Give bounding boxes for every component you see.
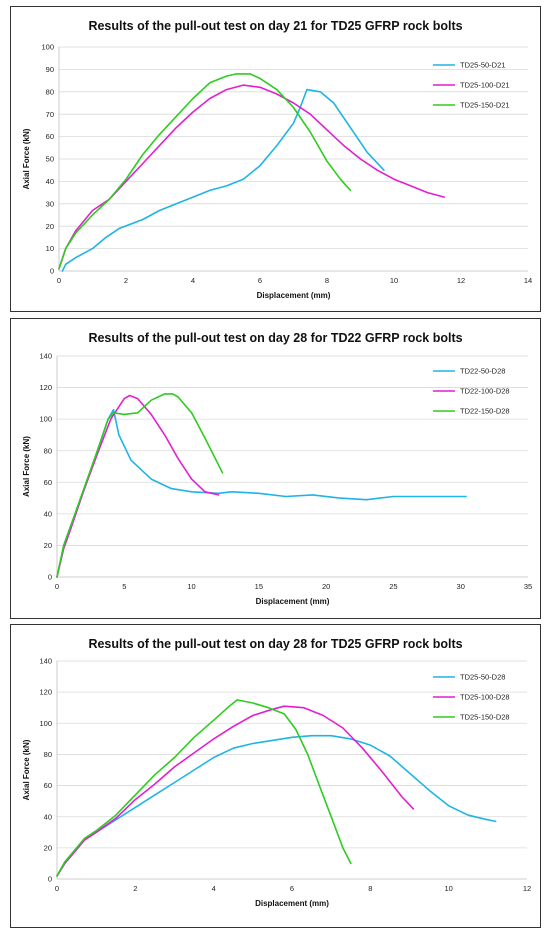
x-tick-label: 10 bbox=[187, 582, 195, 591]
x-tick-label: 10 bbox=[390, 276, 398, 285]
x-tick-label: 35 bbox=[524, 582, 532, 591]
y-axis-label: Axial Force (kN) bbox=[22, 128, 31, 189]
y-tick-label: 40 bbox=[44, 509, 52, 518]
x-tick-label: 0 bbox=[57, 276, 61, 285]
y-tick-label: 20 bbox=[44, 843, 52, 852]
x-tick-label: 0 bbox=[55, 582, 59, 591]
y-tick-label: 120 bbox=[39, 383, 52, 392]
legend-label: TD25-150-D28 bbox=[460, 713, 510, 722]
y-axis-label: Axial Force (kN) bbox=[22, 739, 31, 800]
chart-title: Results of the pull-out test on day 28 f… bbox=[88, 637, 462, 651]
y-tick-label: 60 bbox=[44, 781, 52, 790]
x-tick-label: 5 bbox=[122, 582, 126, 591]
series-line-td22-150-d28 bbox=[56, 393, 224, 578]
y-tick-label: 80 bbox=[44, 750, 52, 759]
series-line-td25-50-d21 bbox=[61, 88, 385, 272]
y-tick-label: 0 bbox=[50, 267, 54, 276]
x-tick-label: 14 bbox=[524, 276, 532, 285]
y-tick-label: 100 bbox=[41, 43, 54, 52]
y-tick-label: 140 bbox=[39, 657, 52, 666]
x-tick-label: 25 bbox=[389, 582, 397, 591]
x-tick-label: 2 bbox=[133, 884, 137, 893]
series-line-td25-150-d28 bbox=[56, 699, 352, 877]
y-tick-label: 100 bbox=[39, 415, 52, 424]
chart-panel-td25-day28: Results of the pull-out test on day 28 f… bbox=[10, 624, 541, 928]
y-tick-label: 100 bbox=[39, 719, 52, 728]
y-tick-label: 30 bbox=[46, 199, 54, 208]
x-tick-label: 8 bbox=[368, 884, 372, 893]
x-tick-label: 2 bbox=[124, 276, 128, 285]
x-tick-label: 6 bbox=[290, 884, 294, 893]
chart-title: Results of the pull-out test on day 21 f… bbox=[88, 19, 462, 33]
x-axis-label: Displacement (mm) bbox=[255, 899, 329, 908]
x-axis-label: Displacement (mm) bbox=[257, 291, 331, 300]
legend-label: TD25-50-D28 bbox=[460, 673, 505, 682]
chart-title: Results of the pull-out test on day 28 f… bbox=[88, 331, 462, 345]
y-tick-label: 120 bbox=[39, 688, 52, 697]
x-tick-label: 8 bbox=[325, 276, 329, 285]
chart-panel-td25-day21: Results of the pull-out test on day 21 f… bbox=[10, 6, 541, 312]
series-line-td22-100-d28 bbox=[56, 394, 220, 578]
y-tick-label: 40 bbox=[44, 812, 52, 821]
legend-label: TD25-100-D28 bbox=[460, 693, 510, 702]
x-tick-label: 4 bbox=[191, 276, 195, 285]
chart-panel-td22-day28: Results of the pull-out test on day 28 f… bbox=[10, 318, 541, 619]
series-line-td25-50-d28 bbox=[56, 734, 497, 877]
x-tick-label: 15 bbox=[255, 582, 263, 591]
y-tick-label: 10 bbox=[46, 244, 54, 253]
y-tick-label: 60 bbox=[44, 478, 52, 487]
y-tick-label: 60 bbox=[46, 132, 54, 141]
legend-label: TD25-150-D21 bbox=[460, 101, 510, 110]
chart-svg: Results of the pull-out test on day 28 f… bbox=[22, 637, 531, 908]
y-tick-label: 0 bbox=[48, 875, 52, 884]
y-tick-label: 90 bbox=[46, 65, 54, 74]
series-line-td22-50-d28 bbox=[56, 408, 467, 578]
x-tick-label: 10 bbox=[444, 884, 452, 893]
y-axis-label: Axial Force (kN) bbox=[22, 436, 31, 497]
y-tick-label: 20 bbox=[44, 541, 52, 550]
x-tick-label: 30 bbox=[457, 582, 465, 591]
y-tick-label: 50 bbox=[46, 155, 54, 164]
x-tick-label: 6 bbox=[258, 276, 262, 285]
legend-label: TD22-150-D28 bbox=[460, 407, 510, 416]
y-tick-label: 40 bbox=[46, 177, 54, 186]
y-tick-label: 20 bbox=[46, 222, 54, 231]
legend-label: TD22-100-D28 bbox=[460, 387, 510, 396]
y-tick-label: 80 bbox=[44, 446, 52, 455]
x-tick-label: 12 bbox=[457, 276, 465, 285]
y-tick-label: 0 bbox=[48, 573, 52, 582]
y-tick-label: 80 bbox=[46, 87, 54, 96]
x-tick-label: 4 bbox=[212, 884, 216, 893]
y-tick-label: 140 bbox=[39, 352, 52, 361]
chart-svg: Results of the pull-out test on day 21 f… bbox=[22, 19, 532, 300]
y-tick-label: 70 bbox=[46, 110, 54, 119]
x-tick-label: 12 bbox=[523, 884, 531, 893]
legend-label: TD22-50-D28 bbox=[460, 367, 505, 376]
chart-svg: Results of the pull-out test on day 28 f… bbox=[22, 331, 532, 606]
x-tick-label: 0 bbox=[55, 884, 59, 893]
legend-label: TD25-100-D21 bbox=[460, 81, 510, 90]
legend-label: TD25-50-D21 bbox=[460, 61, 505, 70]
x-axis-label: Displacement (mm) bbox=[256, 597, 330, 606]
x-tick-label: 20 bbox=[322, 582, 330, 591]
series-line-td25-100-d21 bbox=[58, 84, 446, 270]
series-line-td25-100-d28 bbox=[56, 705, 415, 877]
series-line-td25-150-d21 bbox=[58, 73, 352, 270]
